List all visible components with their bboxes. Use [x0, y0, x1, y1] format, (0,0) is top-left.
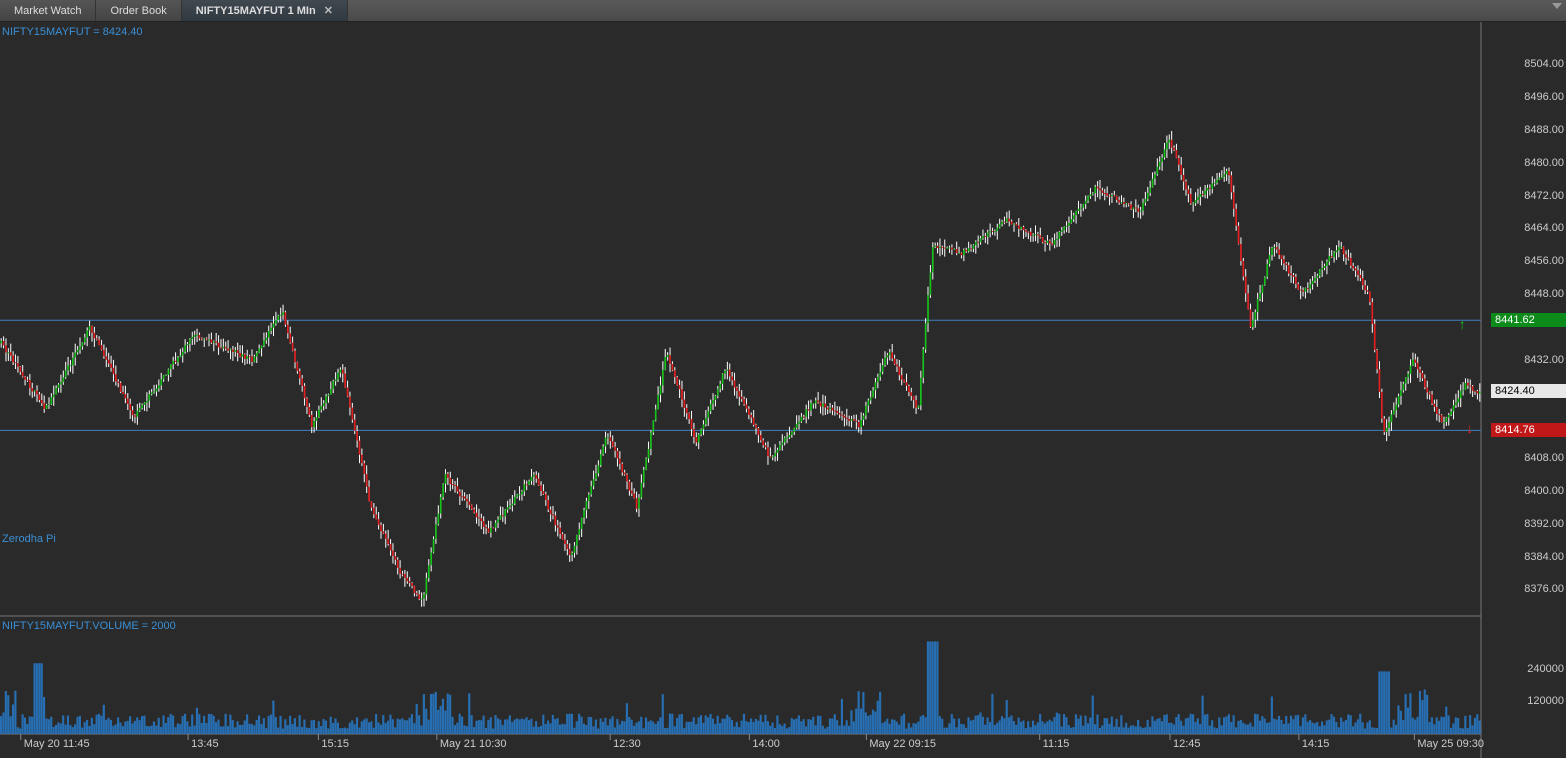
tab-label: Market Watch — [14, 5, 81, 17]
price-marker: 8441.62 — [1491, 313, 1566, 327]
x-tick-label: May 20 11:45 — [24, 738, 90, 750]
y-tick-label: 8400.00 — [1524, 485, 1564, 497]
x-tick-label: 14:15 — [1302, 738, 1330, 750]
x-tick-label: 12:30 — [613, 738, 641, 750]
tab-order-book[interactable]: Order Book — [96, 0, 181, 21]
x-tick-label: 11:15 — [1043, 738, 1070, 750]
volume-chart[interactable] — [0, 22, 1566, 758]
y-tick-label: 8448.00 — [1524, 288, 1564, 300]
x-tick-label: 12:45 — [1173, 738, 1201, 750]
vol-y-tick-label: 120000 — [1527, 695, 1564, 707]
chart-area[interactable]: NIFTY15MAYFUT = 8424.40 ↑ ↓ 8504.008496.… — [0, 22, 1566, 758]
x-tick-label: 15:15 — [321, 738, 349, 750]
y-tick-label: 8392.00 — [1524, 518, 1564, 530]
y-tick-label: 8408.00 — [1524, 452, 1564, 464]
buy-arrow-icon: ↑ — [1459, 316, 1466, 332]
volume-label: NIFTY15MAYFUT.VOLUME = 2000 — [2, 620, 176, 632]
y-tick-label: 8384.00 — [1524, 551, 1564, 563]
y-tick-label: 8464.00 — [1524, 222, 1564, 234]
tab-label: NIFTY15MAYFUT 1 MIn — [196, 5, 316, 17]
y-tick-label: 8480.00 — [1524, 157, 1564, 169]
y-tick-label: 8432.00 — [1524, 354, 1564, 366]
tab-nifty15mayfut-1-min[interactable]: NIFTY15MAYFUT 1 MIn ✕ — [182, 0, 348, 21]
x-tick-label: May 25 09:30 — [1417, 738, 1484, 750]
x-tick-label: May 22 09:15 — [869, 738, 936, 750]
y-tick-label: 8496.00 — [1524, 91, 1564, 103]
x-tick-label: May 21 10:30 — [440, 738, 507, 750]
x-tick-label: 14:00 — [752, 738, 780, 750]
tab-overflow-icon[interactable] — [1552, 3, 1562, 9]
watermark: Zerodha Pi — [2, 533, 56, 545]
price-marker: 8414.76 — [1491, 423, 1566, 437]
price-marker: 8424.40 — [1491, 384, 1566, 398]
tab-market-watch[interactable]: Market Watch — [0, 0, 96, 21]
y-tick-label: 8376.00 — [1524, 583, 1564, 595]
close-icon[interactable]: ✕ — [324, 4, 333, 17]
y-tick-label: 8472.00 — [1524, 190, 1564, 202]
tab-bar: Market Watch Order Book NIFTY15MAYFUT 1 MI… — [0, 0, 1566, 22]
y-tick-label: 8456.00 — [1524, 255, 1564, 267]
vol-y-tick-label: 240000 — [1527, 663, 1564, 675]
y-tick-label: 8504.00 — [1524, 58, 1564, 70]
x-tick-label: 13:45 — [191, 738, 219, 750]
sell-arrow-icon: ↓ — [1466, 420, 1473, 436]
tab-label: Order Book — [110, 5, 166, 17]
y-tick-label: 8488.00 — [1524, 124, 1564, 136]
